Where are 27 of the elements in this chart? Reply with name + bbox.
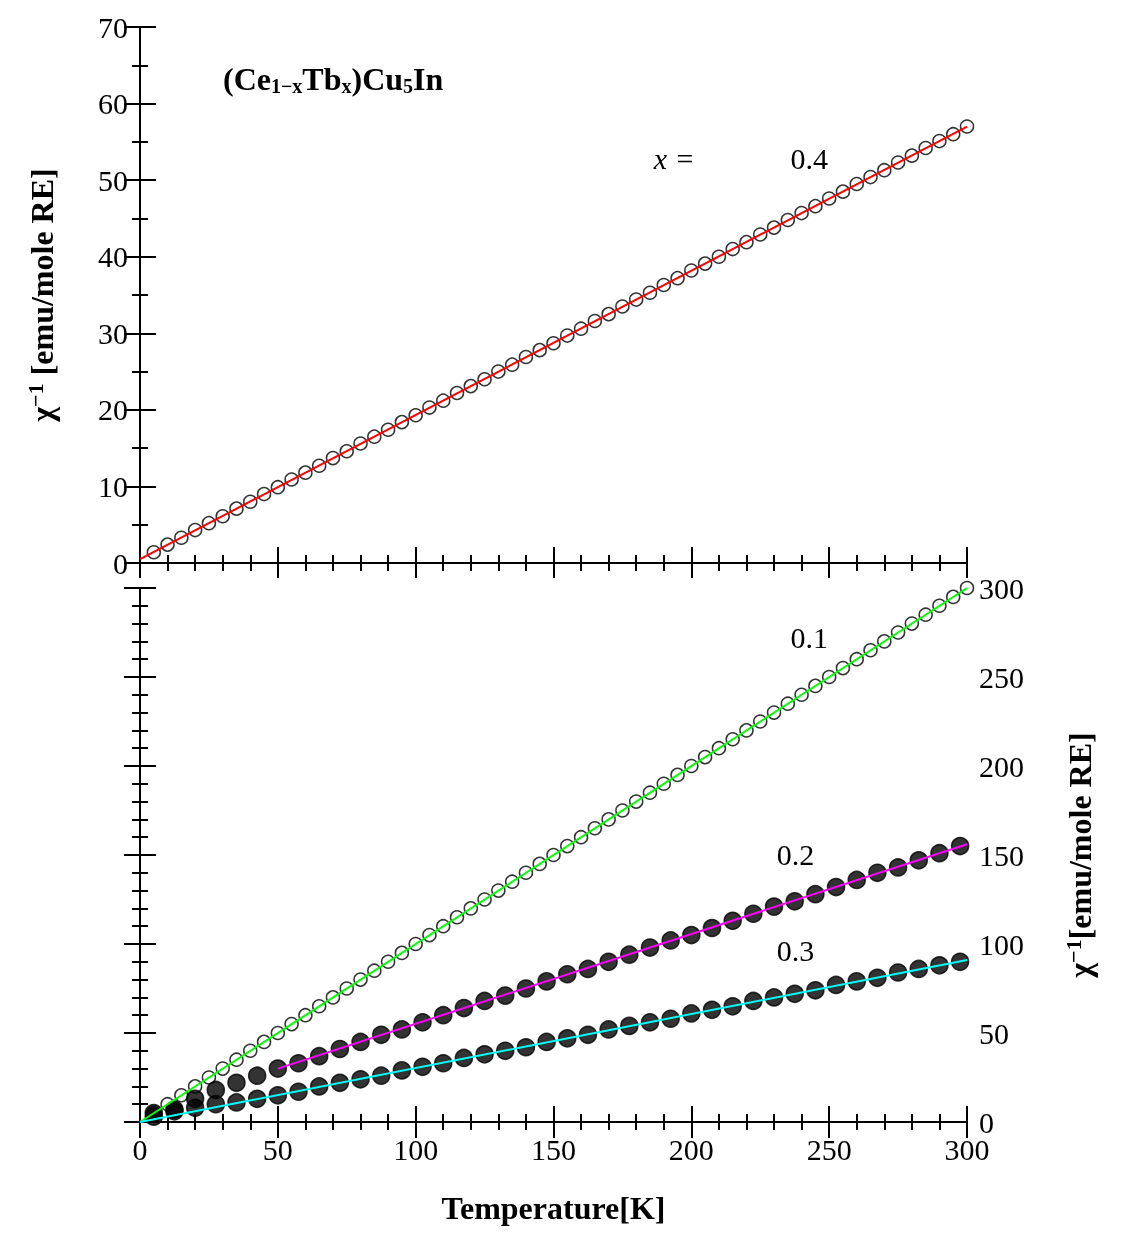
- x-tick-label: 100: [393, 1132, 439, 1166]
- y2-axis-title: χ−1[emu/mole RE]: [1060, 732, 1098, 979]
- annotation: x =: [652, 142, 695, 176]
- x-tick-label: 250: [806, 1132, 852, 1166]
- y-tick-label: 50: [98, 163, 128, 197]
- y-tick-label: 10: [98, 469, 128, 503]
- text: (Ce1−xTbx)Cu5In: [223, 61, 444, 97]
- series-label: 0.1: [790, 620, 828, 654]
- y-tick-label: 40: [98, 240, 128, 274]
- series-label: 0.4: [790, 142, 828, 176]
- y2-tick-label: 50: [979, 1016, 1009, 1050]
- y2-tick-label: 150: [979, 838, 1024, 872]
- x-tick-label: 150: [531, 1132, 576, 1166]
- series-label: 0.2: [776, 837, 815, 871]
- y2-tick-label: 100: [979, 927, 1024, 961]
- y2-tick-label: 250: [979, 660, 1024, 694]
- x-axis-title: Temperature[K]: [441, 1190, 666, 1226]
- y-tick-label: 70: [98, 10, 128, 44]
- y-tick-label: 20: [98, 393, 128, 427]
- x-tick-label: 200: [668, 1132, 714, 1166]
- y-tick-label: 30: [98, 316, 128, 350]
- y-tick-label: 60: [98, 87, 128, 121]
- y2-tick-label: 300: [979, 571, 1024, 605]
- x-tick-label: 50: [262, 1132, 293, 1166]
- y-axis-title: χ−1 [emu/mole RE]: [22, 168, 60, 423]
- y2-tick-label: 200: [979, 749, 1024, 783]
- series-label: 0.3: [776, 933, 815, 967]
